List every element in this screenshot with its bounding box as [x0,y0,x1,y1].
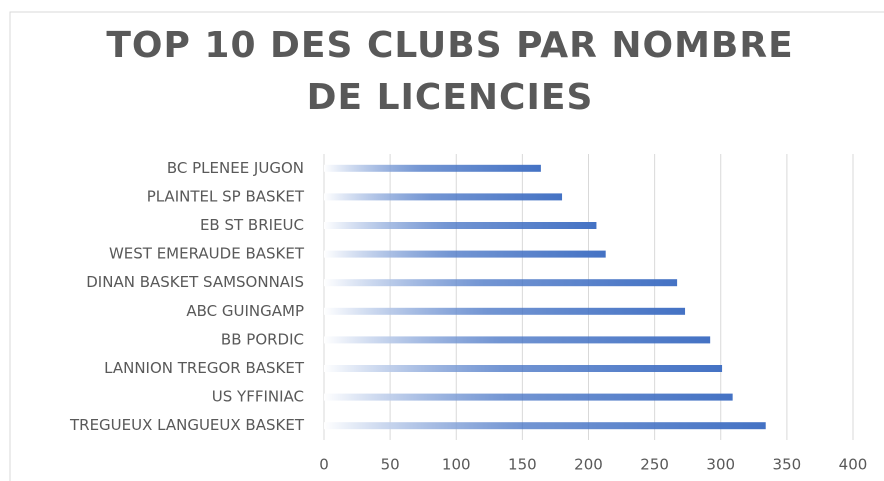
bar [324,222,597,229]
chart-border [9,11,884,481]
y-tick-label: DINAN BASKET SAMSONNAIS [86,273,304,291]
x-tick-label: 0 [319,456,329,474]
bar [324,365,723,372]
y-tick-label: BB PORDIC [221,330,304,348]
bar [324,422,766,430]
bar [324,393,733,401]
bar [324,336,711,344]
x-tick-label: 150 [508,456,537,474]
y-tick-label: TREGUEUX LANGUEUX BASKET [69,416,305,434]
y-tick-label: LANNION TREGOR BASKET [104,359,305,377]
x-tick-label: 100 [442,456,471,474]
bar [324,279,678,287]
y-tick-label: ABC GUINGAMP [186,302,304,320]
bar [324,193,563,201]
x-tick-label: 250 [640,456,669,474]
x-tick-label: 50 [381,456,400,474]
x-tick-label: 300 [706,456,735,474]
bar [324,164,541,172]
bar [324,250,606,258]
y-tick-label: US YFFINIAC [212,388,304,406]
x-tick-label: 200 [574,456,603,474]
x-tick-label: 350 [773,456,802,474]
chart-title: TOP 10 DES CLUBS PAR NOMBRE DE LICENCIES [106,25,794,118]
x-tick-label: 400 [839,456,868,474]
y-tick-label: EB ST BRIEUC [200,216,304,234]
y-tick-label: PLAINTEL SP BASKET [147,187,305,205]
bar [324,307,686,315]
y-tick-label: BC PLENEE JUGON [167,159,304,177]
y-tick-label: WEST EMERAUDE BASKET [109,245,305,263]
